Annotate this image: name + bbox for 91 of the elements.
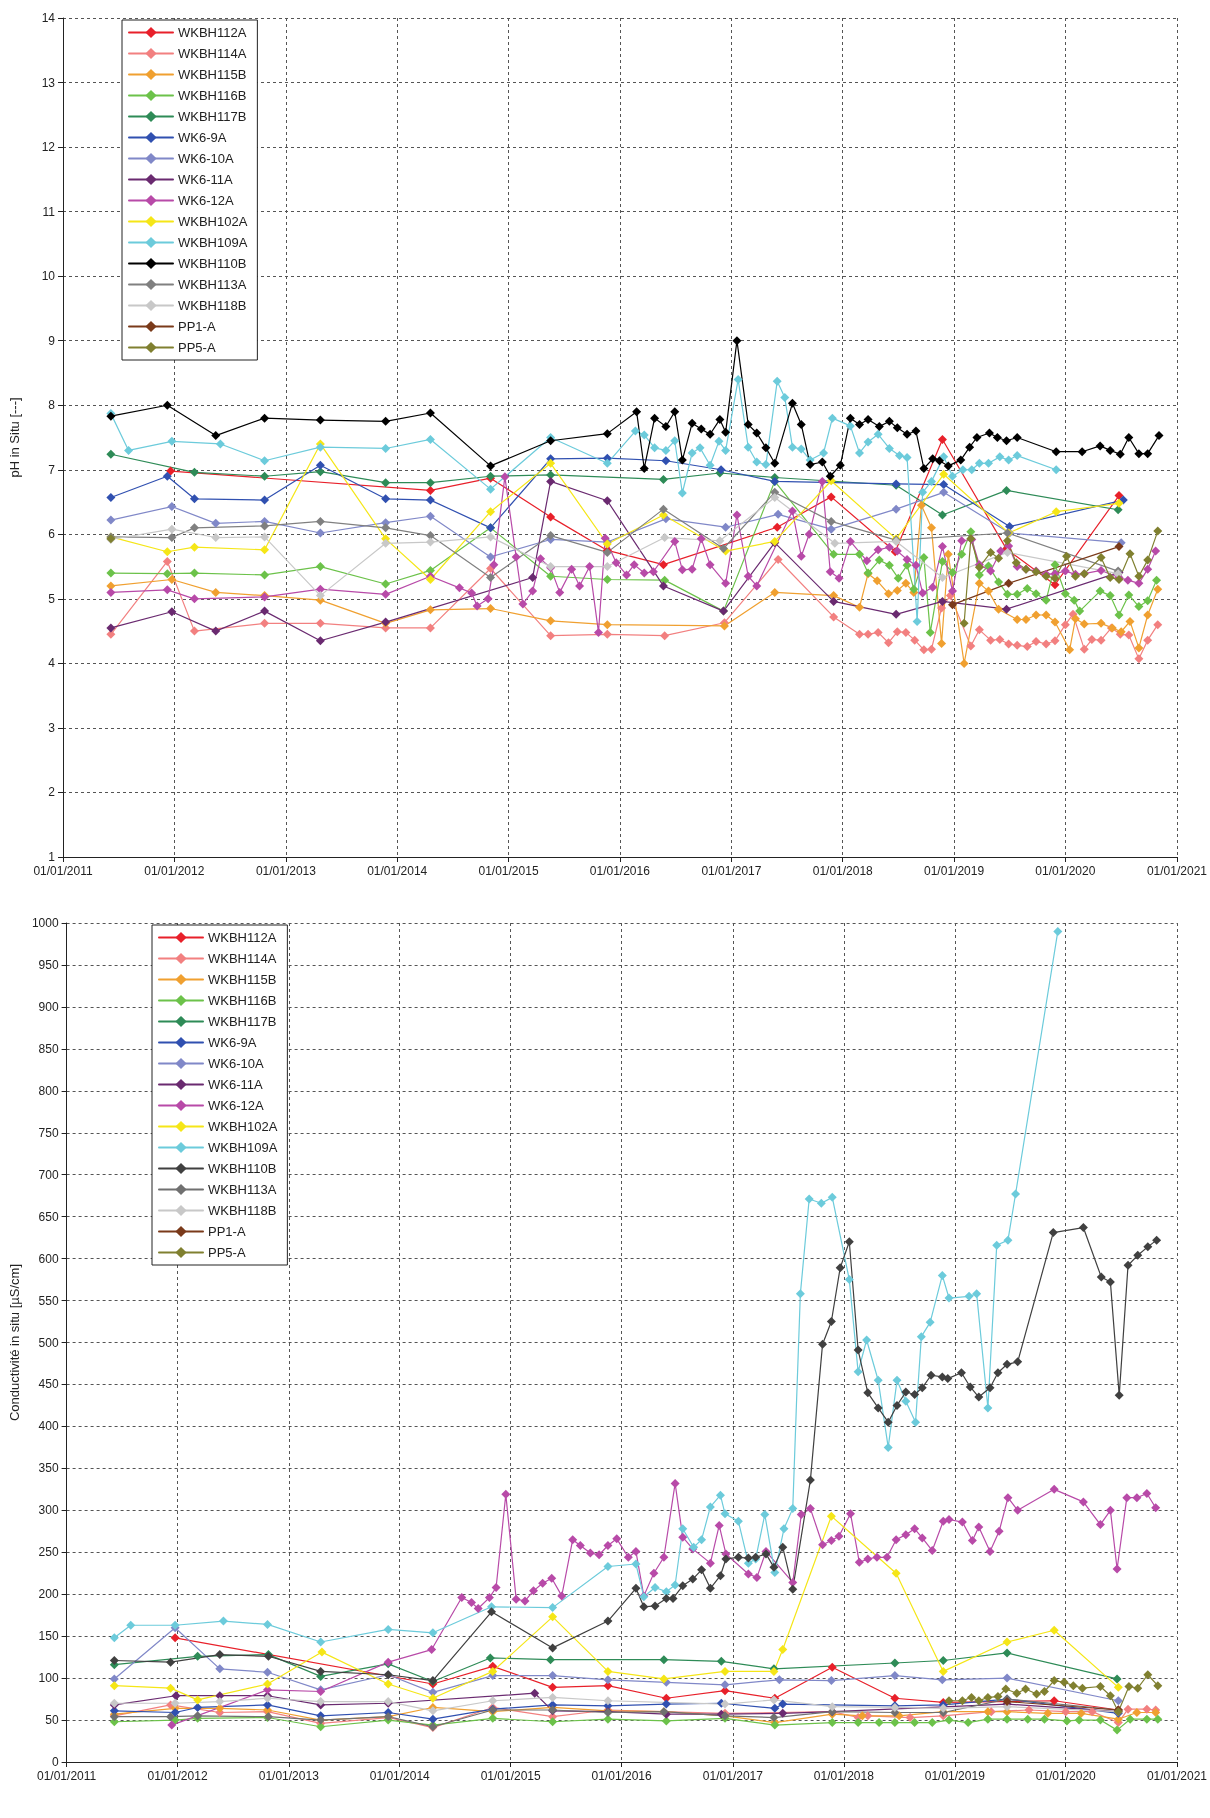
y-tick-label: 3 [48,720,56,735]
legend-label: WKBH116B [208,993,277,1008]
x-tick-label: 01/01/2017 [702,1769,764,1783]
y-tick-label: 100 [38,1671,59,1686]
legend-label: WKBH114A [208,951,277,966]
x-tick-label: 01/01/2017 [701,864,762,878]
y-tick-label: 11 [42,204,56,219]
legend-label: WKBH113A [208,1182,277,1197]
legend-label: PP1-A [208,1224,246,1239]
y-tick-label: 650 [38,1209,59,1224]
y-tick-label: 200 [38,1587,59,1602]
y-tick-label: 800 [38,1083,59,1098]
y-tick-label: 850 [38,1041,59,1056]
y-tick-label: 6 [48,527,56,542]
legend-label: PP1-A [178,319,216,334]
x-tick-label: 01/01/2012 [147,1769,208,1783]
legend-label: WK6-9A [208,1035,257,1050]
y-tick-label: 250 [38,1545,59,1560]
y-tick-label: 350 [38,1461,59,1476]
x-tick-label: 01/01/2015 [478,864,539,878]
y-tick-label: 600 [38,1251,59,1266]
y-tick-label: 1000 [31,916,59,930]
x-tick-label: 01/01/2015 [480,1769,542,1783]
legend-label: WKBH115B [178,67,247,82]
y-tick-label: 300 [38,1503,59,1518]
legend-label: WK6-12A [178,193,234,208]
x-tick-label: 01/01/2021 [1146,1769,1208,1783]
y-tick-label: 150 [38,1629,59,1644]
y-tick-label: 8 [48,398,56,413]
y-tick-label: 450 [38,1377,59,1392]
legend-label: PP5-A [208,1245,246,1260]
y-tick-label: 550 [38,1293,59,1308]
legend-label: PP5-A [178,340,216,355]
y-tick-label: 4 [48,656,56,671]
y-axis-title: pH in Situ [---] [7,397,22,478]
legend-label: WKBH115B [208,972,277,987]
y-tick-label: 700 [38,1167,59,1182]
y-tick-label: 750 [38,1125,59,1140]
legend-label: WKBH118B [178,298,247,313]
x-tick-label: 01/01/2020 [1035,1769,1097,1783]
legend-label: WK6-10A [208,1056,264,1071]
legend-label: WKBH109A [178,235,248,250]
x-tick-label: 01/01/2013 [255,864,317,878]
legend-label: WKBH109A [208,1140,278,1155]
y-tick-label: 9 [48,333,56,348]
y-tick-label: 13 [41,75,56,90]
y-tick-label: 10 [41,269,56,284]
legend-label: WK6-12A [208,1098,264,1113]
legend-label: WKBH117B [178,109,247,124]
y-tick-label: 0 [51,1755,59,1769]
legend-label: WK6-9A [178,130,227,145]
y-tick-label: 5 [48,591,56,606]
x-tick-label: 01/01/2012 [144,864,205,878]
y-tick-label: 500 [38,1335,59,1350]
x-tick-label: 01/01/2018 [812,864,874,878]
x-tick-label: 01/01/2020 [1035,864,1096,878]
y-axis-title: Conductivité in situ [µS/cm] [7,1263,22,1422]
x-tick-label: 01/01/2011 [37,1769,97,1783]
legend-label: WKBH116B [178,88,247,103]
y-tick-label: 12 [41,140,56,155]
legend-label: WK6-10A [178,151,234,166]
legend-label: WKBH112A [208,930,277,945]
y-tick-label: 1 [48,850,56,864]
legend-label: WKBH102A [178,214,248,229]
x-tick-label: 01/01/2016 [591,1769,652,1783]
y-tick-label: 950 [38,957,59,972]
x-tick-label: 01/01/2014 [369,1769,431,1783]
legend-label: WKBH110B [178,256,247,271]
y-tick-label: 900 [38,999,59,1014]
x-tick-label: 01/01/2019 [924,864,985,878]
legend-label: WK6-11A [208,1077,263,1092]
y-tick-label: 7 [48,462,56,477]
legend-label: WKBH117B [208,1014,277,1029]
x-tick-label: 01/01/2013 [258,1769,320,1783]
legend-label: WKBH112A [178,25,247,40]
legend-label: WKBH102A [208,1119,278,1134]
legend-label: WKBH110B [208,1161,277,1176]
legend-label: WK6-11A [178,172,233,187]
x-tick-label: 01/01/2014 [367,864,428,878]
legend-label: WKBH113A [178,277,247,292]
y-tick-label: 2 [48,785,56,800]
legend-label: WKBH118B [208,1203,277,1218]
x-tick-label: 01/01/2018 [813,1769,875,1783]
x-tick-label: 01/01/2019 [924,1769,986,1783]
legend-label: WKBH114A [178,46,247,61]
y-tick-label: 50 [45,1713,59,1728]
x-tick-label: 01/01/2021 [1146,864,1208,878]
x-tick-label: 01/01/2016 [589,864,651,878]
y-tick-label: 14 [41,11,56,25]
x-tick-label: 01/01/2011 [33,864,93,878]
y-tick-label: 400 [38,1419,59,1434]
